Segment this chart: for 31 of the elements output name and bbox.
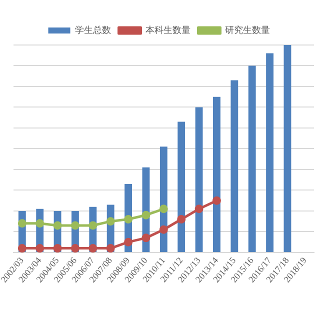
legend-label: 研究生数量: [224, 24, 270, 36]
bar: [230, 80, 238, 252]
point: [124, 215, 133, 224]
point: [212, 196, 221, 205]
point: [159, 225, 168, 234]
point: [177, 215, 186, 224]
bar: [178, 122, 186, 252]
point: [70, 244, 80, 252]
point: [18, 219, 26, 228]
point: [70, 221, 80, 230]
point: [53, 244, 62, 252]
bar: [195, 107, 203, 252]
point: [142, 234, 150, 242]
point: [36, 244, 44, 252]
bar: [213, 96, 220, 252]
point: [142, 210, 150, 220]
legend-label: 本科生数量: [145, 24, 190, 36]
bar: [266, 53, 274, 252]
bar: [248, 66, 256, 252]
point: [106, 244, 115, 252]
point: [88, 244, 98, 252]
legend-label: 学生总数: [74, 24, 111, 36]
point: [194, 204, 204, 214]
point: [159, 204, 168, 214]
point: [88, 221, 98, 230]
point: [18, 244, 26, 252]
bar: [284, 45, 292, 252]
point: [53, 221, 62, 230]
point: [36, 219, 44, 228]
point: [124, 238, 133, 246]
point: [106, 217, 115, 226]
